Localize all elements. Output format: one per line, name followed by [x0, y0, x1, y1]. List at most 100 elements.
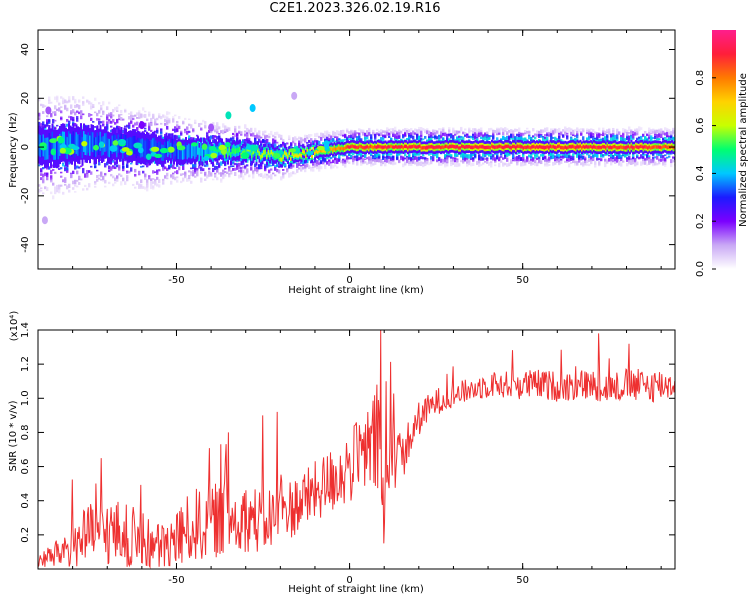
- heat-cell: [242, 177, 245, 180]
- heat-cell: [426, 130, 429, 135]
- heat-cell: [260, 173, 263, 177]
- heat-cell: [570, 131, 573, 135]
- heat-cell: [666, 132, 669, 137]
- heat-cell: [292, 137, 295, 140]
- heat-cell: [572, 156, 575, 160]
- heat-cell: [486, 131, 489, 134]
- heat-cell: [512, 133, 515, 138]
- heat-cell: [92, 106, 95, 109]
- heat-cell: [184, 129, 187, 134]
- heat-cell: [190, 124, 193, 129]
- heat-cell: [107, 138, 109, 157]
- heat-cell: [518, 155, 521, 160]
- heat-cell: [640, 161, 643, 166]
- heat-cell: [602, 127, 605, 132]
- heat-cell: [576, 127, 579, 132]
- heat-cell: [590, 156, 593, 162]
- heat-cell: [198, 123, 201, 128]
- heat-cell: [501, 145, 504, 150]
- heat-cell: [66, 185, 69, 190]
- heat-cell: [532, 128, 535, 132]
- heat-cell: [632, 156, 635, 159]
- heat-cell: [334, 155, 337, 160]
- heat-cell: [450, 161, 453, 167]
- heat-cell: [204, 174, 207, 177]
- heat-cell: [584, 163, 587, 165]
- heat-cell: [228, 167, 231, 172]
- heat-cell: [78, 166, 81, 169]
- heat-cell: [40, 168, 43, 173]
- heat-cell: [242, 175, 245, 178]
- heat-cell: [146, 188, 149, 192]
- heat-cell: [209, 144, 211, 158]
- heat-cell: [448, 152, 451, 157]
- heat-cell: [308, 139, 311, 143]
- heat-cell: [86, 125, 89, 129]
- heat-cell: [48, 99, 51, 102]
- heat-cell: [141, 138, 144, 157]
- heat-cell: [182, 177, 185, 182]
- heat-cell: [432, 156, 435, 161]
- heat-cell: [548, 153, 551, 157]
- heat-cell: [542, 137, 545, 142]
- heat-cell: [566, 154, 569, 158]
- heat-cell: [600, 157, 603, 161]
- heat-cell: [658, 133, 661, 138]
- heat-cell: [508, 162, 511, 167]
- heat-cell: [528, 131, 531, 134]
- heat-cell: [278, 144, 281, 148]
- heat-cell: [92, 121, 95, 123]
- heat-cell: [233, 147, 235, 153]
- heat-cell: [188, 177, 191, 182]
- heat-cell: [524, 145, 526, 150]
- heat-cell: [114, 166, 117, 170]
- heat-cell: [598, 161, 601, 165]
- heat-cell: [212, 167, 215, 173]
- heat-cell: [40, 187, 43, 189]
- heat-cell: [282, 173, 285, 178]
- heat-cell: [230, 137, 233, 141]
- heat-cell: [358, 133, 361, 135]
- heat-cell: [648, 160, 651, 165]
- heat-cell: [422, 162, 425, 164]
- heat-cell: [144, 122, 147, 127]
- heat-cell: [354, 133, 357, 138]
- heat-cell: [254, 167, 257, 172]
- heat-cell: [102, 120, 105, 126]
- heat-cell: [252, 174, 255, 179]
- heat-cell: [448, 129, 451, 133]
- heat-cell: [398, 131, 401, 136]
- heat-cell: [656, 155, 659, 160]
- heat-cell: [125, 135, 127, 154]
- heat-cell: [368, 132, 371, 136]
- heat-cell: [432, 136, 435, 139]
- heat-cell: [530, 158, 533, 162]
- heat-cell: [90, 171, 93, 175]
- heat-cell: [458, 138, 461, 143]
- heat-cell: [74, 179, 77, 185]
- heat-cell: [522, 158, 525, 162]
- heat-cell: [576, 152, 579, 156]
- heat-cell: [58, 189, 61, 194]
- heat-cell: [50, 101, 53, 104]
- heat-cell: [578, 155, 581, 159]
- heat-cell: [552, 137, 555, 139]
- heat-cell: [72, 187, 75, 190]
- heat-cell: [158, 169, 161, 172]
- heat-cell: [154, 171, 157, 173]
- heat-cell: [64, 167, 67, 172]
- heat-cell: [402, 134, 405, 139]
- heat-cell: [227, 151, 229, 158]
- heat-cell: [640, 137, 643, 141]
- heat-cell: [374, 132, 377, 135]
- heat-cell: [338, 146, 340, 150]
- heat-cell: [279, 157, 282, 162]
- heat-cell: [442, 138, 445, 143]
- heat-cell: [298, 140, 301, 143]
- heat-cell: [412, 155, 415, 158]
- heat-cell: [144, 127, 147, 130]
- heat-cell: [242, 166, 245, 169]
- heat-cell: [386, 156, 389, 160]
- heat-cell: [220, 130, 223, 134]
- heat-cell: [96, 169, 99, 172]
